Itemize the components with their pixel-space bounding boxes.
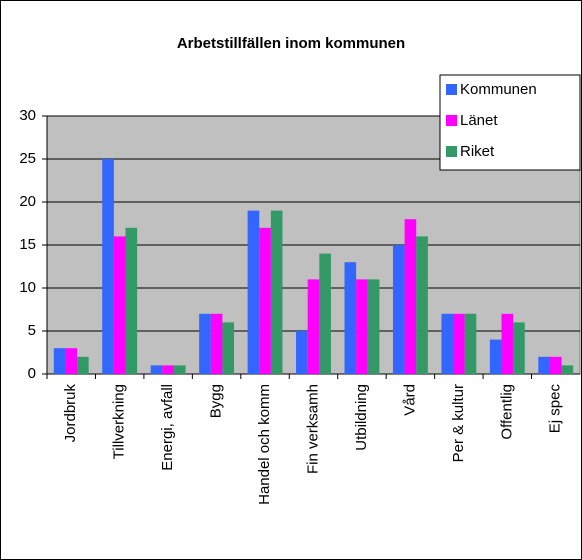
bar [102,159,114,374]
legend-swatch [446,84,457,95]
bar [259,227,271,374]
legend-swatch [446,115,457,126]
bar [344,262,357,374]
bar [296,331,308,374]
bar [489,339,502,374]
x-tick-label: Ej spec [547,384,564,434]
bar [53,348,66,374]
x-tick-label: Vård [401,384,418,416]
bar [367,279,380,374]
y-tick-label: 25 [19,150,36,167]
y-tick-label: 0 [28,365,36,382]
bar [441,313,454,374]
x-tick-label: Energi, avfall [159,384,176,471]
x-tick-label: Offentlig [498,384,515,440]
chart-title: Arbetstillfällen inom kommunen [177,35,405,52]
x-tick-label: Jordbruk [62,384,79,443]
x-tick-label: Fin verksamh [304,384,321,474]
bar [65,348,78,374]
bar [501,313,514,374]
y-tick-label: 30 [19,107,36,124]
bar [513,322,525,374]
bar [319,253,331,374]
y-tick-label: 10 [19,279,36,296]
y-tick-label: 20 [19,193,36,210]
bar [247,210,260,374]
bar [113,236,126,374]
bar [125,227,138,374]
legend-label: Riket [460,143,495,160]
bar [392,245,405,374]
legend-swatch [446,146,457,157]
x-tick-label: Per & kultur [450,384,467,462]
bar [150,365,163,374]
x-tick-label: Handel och komm [256,384,273,505]
bar [561,365,574,374]
bar [404,219,417,374]
bar [270,210,283,374]
x-tick-label: Utbildning [353,384,370,451]
legend-label: Länet [460,112,498,129]
bar [173,365,186,374]
y-tick-label: 15 [19,236,36,253]
bar [210,313,223,374]
bar [162,365,174,374]
x-tick-label: Bygg [208,384,225,418]
bar [77,356,89,374]
bar [356,279,368,374]
bar [222,322,235,374]
x-tick-label: Tillverkning [111,384,128,459]
bar [549,356,562,374]
bar [464,313,477,374]
bar [199,313,211,374]
bar [453,313,465,374]
y-tick-label: 5 [28,322,36,339]
bar [538,356,550,374]
bar [416,236,428,374]
bar [307,279,320,374]
legend-label: Kommunen [460,81,537,98]
legend-box [439,74,581,171]
